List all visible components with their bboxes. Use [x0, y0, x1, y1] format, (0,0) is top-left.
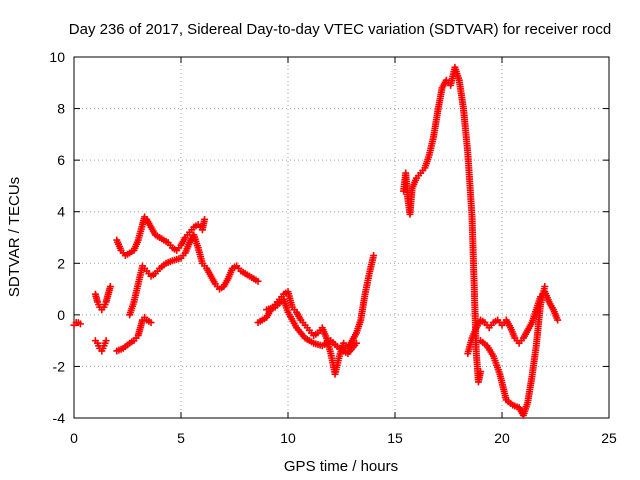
series-s3 [91, 282, 114, 314]
series-s9 [400, 63, 485, 386]
y-tick-label: 6 [57, 152, 65, 168]
series-s1 [70, 319, 84, 329]
series-s11 [477, 282, 549, 419]
plot-frame [73, 56, 610, 419]
data-point-marker [201, 215, 209, 223]
y-axis-title: SDTVAR / TECUs [6, 177, 23, 297]
y-tick-label: -2 [53, 358, 66, 374]
x-tick-label: 15 [387, 430, 403, 446]
y-tick-label: -4 [53, 410, 66, 426]
series-s8 [263, 295, 360, 358]
series-s2 [91, 337, 110, 355]
data-markers [70, 63, 562, 419]
series-s10 [464, 288, 562, 358]
x-tick-label: 10 [280, 430, 296, 446]
data-point-marker [102, 337, 110, 345]
y-tick-label: 4 [57, 204, 65, 220]
series-s4 [113, 313, 155, 355]
series-s7 [254, 252, 378, 378]
x-tick-label: 0 [70, 430, 78, 446]
axis-ticks: 0 5 10 15 20 25 -4 -2 0 2 4 6 8 10 [49, 49, 617, 446]
x-axis-title: GPS time / hours [284, 458, 398, 475]
x-tick-label: 5 [177, 430, 185, 446]
y-tick-label: 2 [57, 255, 65, 271]
data-point-marker [254, 277, 262, 285]
x-tick-label: 20 [494, 430, 510, 446]
data-point-marker [76, 320, 84, 328]
series-s5 [113, 213, 209, 260]
y-tick-label: 0 [57, 307, 65, 323]
grid-lines [74, 57, 609, 418]
y-tick-label: 8 [57, 101, 65, 117]
chart-title: Day 236 of 2017, Sidereal Day-to-day VTE… [69, 21, 611, 38]
y-tick-label: 10 [49, 49, 65, 65]
data-point-marker [477, 368, 485, 376]
series-s6 [126, 231, 262, 319]
x-tick-label: 25 [601, 430, 617, 446]
data-point-marker [352, 339, 360, 347]
data-point-marker [106, 282, 114, 290]
data-point-marker [541, 282, 549, 290]
data-point-marker [147, 319, 155, 327]
data-point-marker [370, 252, 378, 260]
data-point-marker [554, 316, 562, 324]
